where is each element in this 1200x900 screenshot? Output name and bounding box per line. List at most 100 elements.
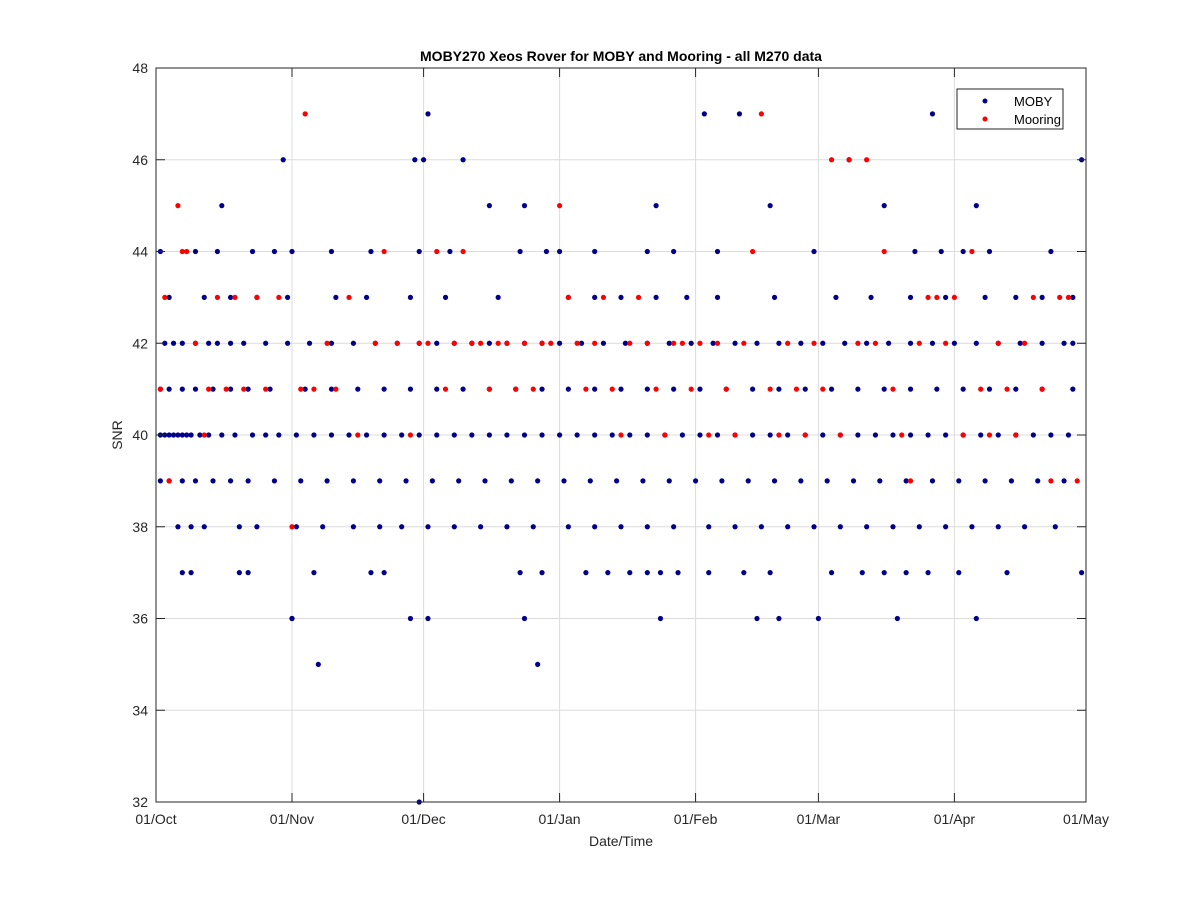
moby-point — [227, 478, 234, 484]
moby-point — [982, 294, 988, 300]
moby-point — [188, 524, 194, 530]
y-tick-label: 48 — [132, 60, 148, 76]
moby-point — [859, 570, 865, 576]
moby-point — [820, 432, 826, 438]
mooring-point — [434, 248, 440, 255]
mooring-point — [513, 386, 519, 392]
moby-point — [504, 524, 510, 530]
moby-point — [837, 524, 843, 530]
moby-point — [907, 340, 914, 346]
moby-point — [925, 570, 931, 576]
mooring-point — [1021, 340, 1028, 346]
moby-point — [776, 615, 782, 622]
moby-point — [460, 157, 466, 163]
mooring-point — [556, 203, 563, 209]
mooring-point — [232, 294, 238, 300]
moby-point — [170, 340, 177, 346]
moby-point — [934, 386, 940, 392]
mooring-point — [855, 340, 861, 346]
moby-point — [907, 432, 914, 438]
mooring-point — [495, 340, 501, 346]
moby-point — [206, 432, 212, 438]
moby-point — [771, 478, 778, 484]
moby-point — [306, 340, 313, 346]
mooring-point — [714, 340, 721, 346]
moby-point — [1065, 432, 1072, 438]
moby-point — [785, 524, 791, 530]
mooring-point — [486, 386, 492, 392]
y-tick-label: 38 — [132, 519, 148, 535]
moby-point — [675, 570, 681, 576]
moby-point — [328, 432, 335, 438]
mooring-point — [311, 386, 317, 392]
moby-point — [166, 294, 172, 300]
moby-point — [399, 432, 405, 438]
moby-point — [188, 570, 194, 576]
mooring-point — [1057, 294, 1063, 300]
moby-point — [412, 157, 418, 163]
moby-point — [1008, 478, 1015, 484]
moby-point — [407, 294, 414, 300]
moby-point — [381, 570, 387, 576]
moby-point — [912, 248, 918, 255]
moby-point — [355, 386, 361, 392]
moby-point — [767, 203, 773, 209]
moby-point — [184, 432, 190, 438]
mooring-point — [943, 340, 949, 346]
x-tick-label: 01/Feb — [674, 811, 718, 827]
moby-point — [201, 294, 207, 300]
moby-point — [750, 432, 756, 438]
moby-point — [697, 432, 703, 438]
moby-point — [434, 386, 440, 392]
mooring-point — [407, 432, 414, 438]
moby-point — [785, 432, 791, 438]
moby-point — [289, 615, 295, 622]
moby-point — [363, 294, 370, 300]
moby-point — [407, 386, 414, 392]
moby-point — [1004, 570, 1010, 576]
mooring-point — [460, 248, 466, 255]
moby-point — [916, 524, 922, 530]
y-tick-label: 46 — [132, 152, 148, 168]
moby-point — [973, 340, 979, 346]
moby-point — [973, 615, 979, 622]
moby-point — [907, 294, 914, 300]
moby-point — [1070, 340, 1076, 346]
legend-mooring-marker — [982, 116, 988, 122]
mooring-point — [627, 340, 633, 346]
mooring-point — [521, 340, 528, 346]
moby-point — [416, 248, 422, 255]
mooring-point — [263, 386, 269, 392]
moby-point — [890, 432, 896, 438]
moby-point — [170, 432, 177, 438]
moby-point — [903, 570, 909, 576]
x-tick-label: 01/Mar — [797, 811, 841, 827]
moby-point — [657, 570, 664, 576]
mooring-point — [890, 386, 896, 392]
moby-point — [556, 432, 563, 438]
moby-point — [328, 248, 335, 255]
mooring-point — [162, 294, 168, 300]
moby-point — [561, 478, 567, 484]
moby-point — [381, 432, 387, 438]
moby-point — [320, 524, 326, 530]
moby-point — [732, 340, 738, 346]
moby-point — [820, 340, 826, 346]
moby-point — [592, 524, 598, 530]
mooring-point — [548, 340, 554, 346]
mooring-point — [960, 432, 966, 438]
moby-point — [758, 524, 764, 530]
moby-point — [236, 570, 242, 576]
moby-point — [618, 524, 624, 530]
moby-point — [1013, 294, 1019, 300]
mooring-point — [662, 432, 668, 438]
mooring-point — [565, 294, 571, 300]
moby-point — [429, 478, 435, 484]
moby-point — [280, 157, 286, 163]
moby-point — [517, 248, 523, 255]
moby-point — [995, 432, 1001, 438]
mooring-point — [872, 340, 879, 346]
moby-point — [521, 615, 528, 622]
mooring-point — [442, 386, 449, 392]
moby-point — [486, 203, 492, 209]
